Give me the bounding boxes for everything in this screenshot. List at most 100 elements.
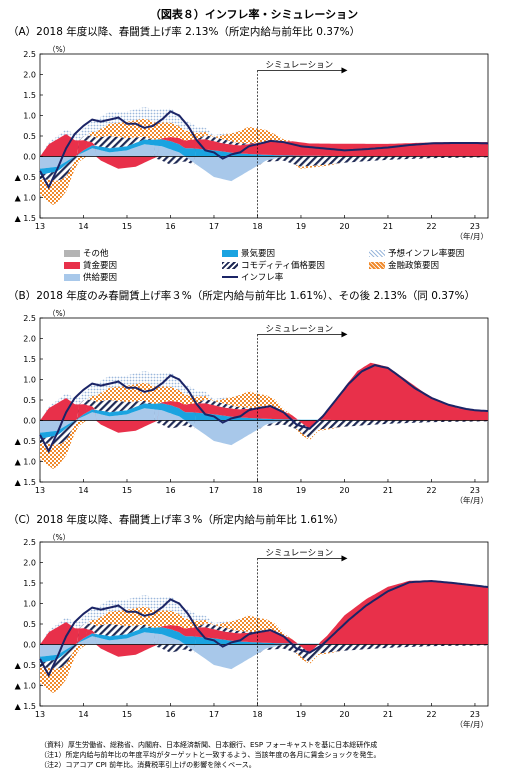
x-tick-label: 18 — [252, 222, 262, 231]
y-tick-label: ▲ 0.5 — [15, 661, 36, 670]
x-tick-label: 22 — [426, 486, 436, 495]
area-wage — [40, 134, 488, 169]
y-tick-label: 1.5 — [23, 91, 36, 100]
legend-item-supply: 供給要因 — [64, 271, 117, 283]
y-tick-label: 0.0 — [23, 417, 36, 426]
legend-swatch-inflation — [222, 276, 238, 278]
legend-swatch-monetary — [369, 261, 385, 269]
x-tick-label: 23 — [470, 710, 480, 719]
simulation-label: シミュレーション — [265, 548, 333, 558]
y-tick-label: 2.0 — [23, 71, 36, 80]
x-tick-label: 19 — [296, 486, 306, 495]
x-tick-label: 16 — [165, 486, 175, 495]
x-tick-label: 22 — [426, 222, 436, 231]
legend-label-inflation: インフレ率 — [241, 273, 284, 283]
legend-item-wage: 賃金要因 — [64, 259, 117, 271]
y-tick-label: ▲ 1.0 — [15, 194, 36, 203]
stacked-areas — [40, 362, 488, 469]
x-tick-label: 21 — [383, 222, 393, 231]
x-tick-label: 13 — [35, 486, 45, 495]
x-unit-label: （年/月） — [455, 231, 488, 241]
x-tick-label: 13 — [35, 710, 45, 719]
stacked-areas — [40, 580, 488, 693]
x-tick-label: 18 — [252, 710, 262, 719]
legend-label-monetary: 金融政策要因 — [388, 261, 440, 271]
simulation-arrowhead — [341, 331, 348, 338]
x-tick-label: 20 — [339, 222, 349, 231]
y-tick-label: 1.5 — [23, 355, 36, 364]
x-tick-label: 17 — [209, 710, 219, 719]
y-tick-label: 0.0 — [23, 153, 36, 162]
legend-swatch-wage — [64, 261, 80, 269]
y-tick-label: 2.5 — [23, 50, 36, 59]
y-tick-label: ▲ 1.5 — [15, 478, 36, 487]
simulation-arrowhead — [341, 555, 348, 562]
y-tick-label: ▲ 1.0 — [15, 682, 36, 691]
x-unit-label: （年/月） — [455, 495, 488, 505]
x-tick-label: 19 — [296, 222, 306, 231]
y-tick-label: ▲ 1.5 — [15, 702, 36, 711]
legend-label-business: 景気要因 — [241, 249, 276, 259]
x-tick-label: 15 — [122, 222, 132, 231]
panel-c-title: （C）2018 年度以降、春闘賃上げ率３%（所定内給与前年比 1.61%） — [8, 514, 345, 526]
x-tick-label: 14 — [78, 710, 88, 719]
note-2: （注2）コアコア CPI 前年比。消費税率引上げの影響を除くベース。 — [40, 761, 256, 769]
area-expect — [40, 107, 488, 157]
panel-b-title: （B）2018 年度のみ春闘賃上げ率３%（所定内給与前年比 1.61%）、その後… — [8, 290, 476, 302]
y-unit-label: （%） — [48, 45, 70, 54]
simulation-arrowhead — [341, 67, 348, 74]
legend-item-monetary: 金融政策要因 — [369, 259, 439, 271]
area-monetary — [40, 118, 488, 205]
simulation-label: シミュレーション — [265, 60, 333, 70]
x-tick-label: 15 — [122, 486, 132, 495]
area-commodity — [40, 399, 488, 445]
chart-panel-c: シミュレーション 2.5 2.0 1.5 1.0 0.5 0.0 ▲ 0.5 ▲ 1.0 ▲ 1.… — [15, 533, 489, 729]
area-expect — [40, 362, 488, 421]
simulation-label: シミュレーション — [265, 324, 333, 334]
x-tick-label: 21 — [383, 710, 393, 719]
y-unit-label: （%） — [48, 533, 70, 542]
x-tick-label: 21 — [383, 486, 393, 495]
area-wage — [40, 362, 488, 433]
area-commodity — [40, 623, 488, 669]
y-tick-label: 1.0 — [23, 376, 36, 385]
y-tick-label: 2.5 — [23, 538, 36, 547]
y-tick-label: 0.5 — [23, 132, 36, 141]
x-tick-label: 20 — [339, 486, 349, 495]
legend-label-commodity: コモディティ価格要因 — [241, 261, 325, 271]
x-tick-label: 14 — [78, 222, 88, 231]
x-tick-label: 23 — [470, 486, 480, 495]
y-tick-label: 0.0 — [23, 641, 36, 650]
y-tick-label: ▲ 0.5 — [15, 437, 36, 446]
legend-item-expect: 予想インフレ率要因 — [369, 247, 464, 259]
x-tick-label: 16 — [165, 222, 175, 231]
legend-label-supply: 供給要因 — [83, 273, 118, 283]
chart-panel-b: シミュレーション 2.5 2.0 1.5 1.0 0.5 0.0 ▲ 0.5 ▲ 1.0 ▲ 1.… — [15, 309, 489, 505]
x-tick-label: 17 — [209, 222, 219, 231]
panel-a-title: （A）2018 年度以降、春闘賃上げ率 2.13%（所定内給与前年比 0.37%… — [8, 26, 361, 38]
inflation-line — [39, 364, 489, 454]
legend-swatch-commodity — [222, 261, 238, 269]
legend-label-expect: 予想インフレ率要因 — [388, 249, 465, 259]
notes: （資料）厚生労働省、総務省、内閣府、日本経済新聞、日本銀行、ESP フォーキャス… — [40, 740, 500, 770]
area-supply — [40, 408, 488, 446]
y-tick-label: 2.0 — [23, 335, 36, 344]
x-tick-label: 19 — [296, 710, 306, 719]
y-unit-label: （%） — [48, 309, 70, 318]
x-tick-label: 22 — [426, 710, 436, 719]
y-tick-label: ▲ 0.5 — [15, 173, 36, 182]
stacked-areas — [40, 107, 488, 205]
legend-swatch-other — [64, 249, 80, 257]
x-tick-label: 17 — [209, 486, 219, 495]
chart-panel-a: シミュレーション 2.5 2.0 1.5 1.0 0.5 0.0 ▲ 0.5 ▲ 1.0 ▲ 1.… — [15, 45, 489, 241]
y-tick-label: 1.0 — [23, 600, 36, 609]
x-tick-label: 13 — [35, 222, 45, 231]
y-tick-label: 2.0 — [23, 559, 36, 568]
x-tick-label: 20 — [339, 710, 349, 719]
x-tick-label: 23 — [470, 222, 480, 231]
legend: その他 賃金要因 供給要因 景気要因 コモディティ価格要因 インフレ率 予想イン… — [64, 247, 504, 283]
y-tick-label: ▲ 1.5 — [15, 214, 36, 223]
y-tick-label: 2.5 — [23, 314, 36, 323]
y-tick-label: 0.5 — [23, 396, 36, 405]
legend-item-inflation: インフレ率 — [222, 271, 283, 283]
